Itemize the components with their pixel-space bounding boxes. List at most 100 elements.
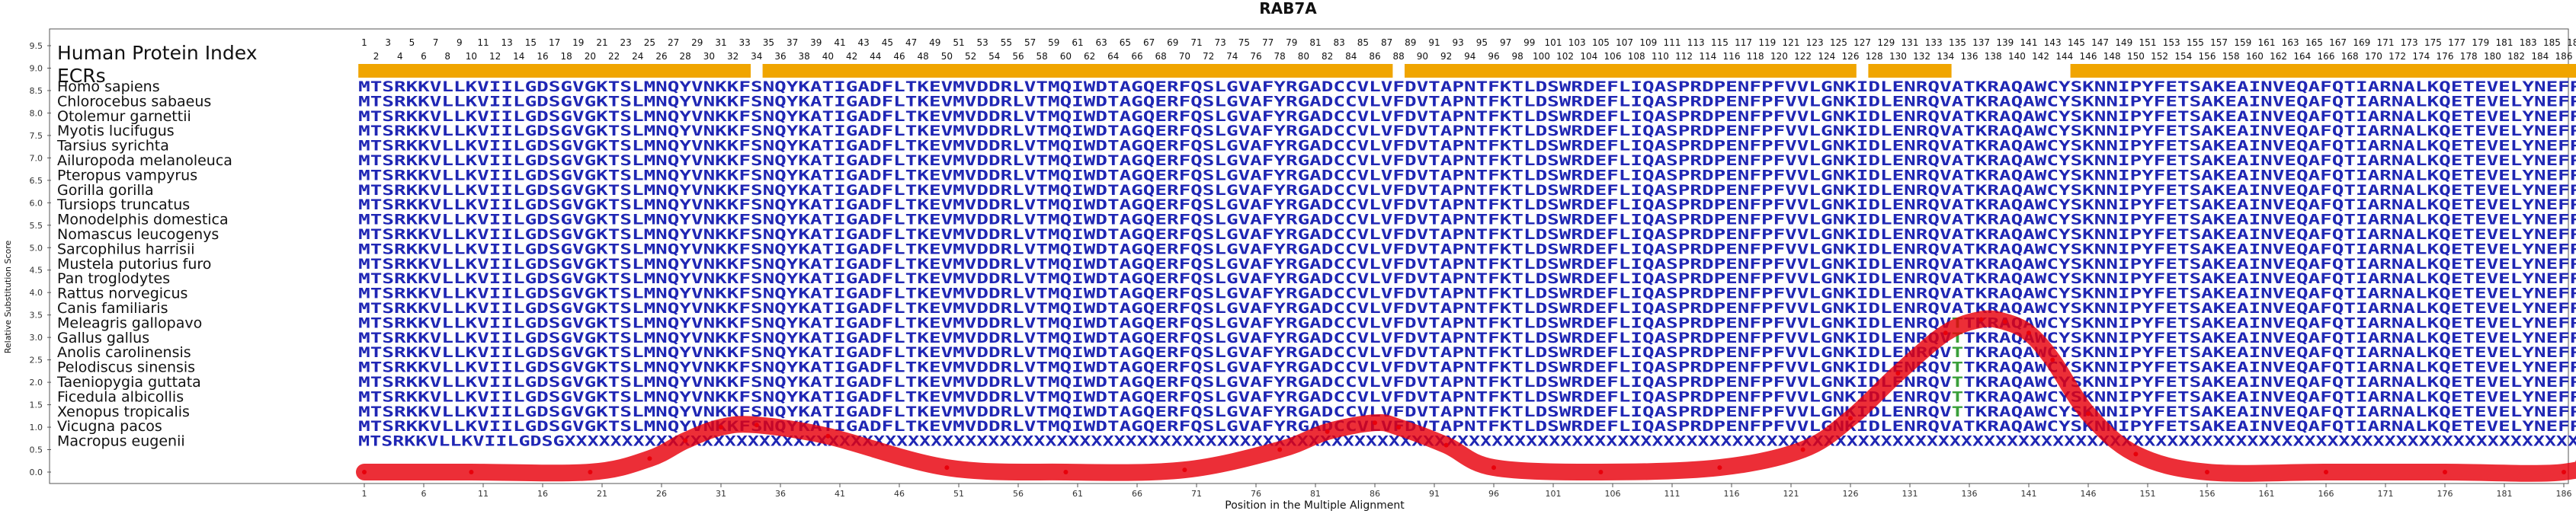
index-number-even: 38	[799, 51, 810, 62]
index-number-even: 114	[1699, 51, 1716, 62]
human-protein-index-label: Human Protein Index	[57, 42, 258, 64]
index-number-odd: 121	[1783, 37, 1800, 48]
index-number-even: 146	[2080, 51, 2097, 62]
index-number-odd: 23	[620, 37, 632, 48]
index-number-odd: 127	[1854, 37, 1871, 48]
y-axis-label: Relative Substitution Score	[3, 240, 13, 353]
index-number-odd: 129	[1877, 37, 1895, 48]
index-number-odd: 63	[1096, 37, 1107, 48]
index-number-even: 138	[1985, 51, 2002, 62]
index-number-odd: 11	[477, 37, 489, 48]
ecr-bar	[2071, 64, 2576, 78]
index-number-odd: 3	[385, 37, 391, 48]
index-number-odd: 137	[1972, 37, 1990, 48]
index-number-even: 62	[1084, 51, 1095, 62]
ecr-bar	[1868, 64, 1951, 78]
index-number-odd: 13	[501, 37, 513, 48]
index-number-odd: 27	[668, 37, 679, 48]
index-number-even: 124	[1818, 51, 1835, 62]
index-number-even: 12	[489, 51, 501, 62]
index-number-odd: 111	[1664, 37, 1681, 48]
index-number-even: 110	[1652, 51, 1669, 62]
index-number-odd: 125	[1830, 37, 1847, 48]
index-number-even: 14	[513, 51, 524, 62]
index-number-even: 82	[1322, 51, 1333, 62]
index-number-even: 74	[1226, 51, 1238, 62]
index-number-odd: 91	[1428, 37, 1440, 48]
x-tick-label: 176	[2437, 489, 2453, 499]
ecr-bar	[358, 64, 751, 78]
y-tick-label: 8.5	[30, 86, 43, 96]
x-tick-label: 76	[1251, 489, 1261, 499]
index-number-even: 166	[2318, 51, 2335, 62]
index-number-even: 46	[893, 51, 905, 62]
x-tick-label: 106	[1605, 489, 1621, 499]
score-point	[1325, 429, 1330, 434]
chart-title: RAB7A	[1259, 0, 1317, 18]
index-number-even: 136	[1961, 51, 1978, 62]
index-number-even: 118	[1747, 51, 1764, 62]
y-tick-label: 6.5	[30, 176, 43, 186]
x-tick-label: 146	[2081, 489, 2097, 499]
index-number-odd: 181	[2496, 37, 2514, 48]
index-number-even: 6	[421, 51, 427, 62]
index-number-odd: 7	[433, 37, 439, 48]
index-number-even: 34	[751, 51, 762, 62]
x-tick-label: 116	[1724, 489, 1740, 499]
x-tick-label: 171	[2378, 489, 2394, 499]
index-number-odd: 47	[905, 37, 917, 48]
index-number-even: 184	[2531, 51, 2549, 62]
index-number-odd: 95	[1476, 37, 1488, 48]
x-tick-label: 1	[362, 489, 367, 499]
score-point	[825, 434, 830, 439]
y-tick-label: 7.5	[30, 131, 43, 141]
index-number-even: 150	[2127, 51, 2145, 62]
x-tick-label: 16	[537, 489, 548, 499]
index-number-odd: 1	[361, 37, 367, 48]
index-number-even: 68	[1155, 51, 1167, 62]
index-number-even: 102	[1556, 51, 1574, 62]
x-tick-label: 66	[1132, 489, 1142, 499]
index-number-even: 76	[1250, 51, 1261, 62]
index-number-odd: 87	[1381, 37, 1392, 48]
score-point	[362, 470, 367, 474]
index-number-odd: 67	[1143, 37, 1155, 48]
score-point	[1943, 330, 1948, 335]
index-number-odd: 115	[1711, 37, 1729, 48]
index-number-odd: 83	[1334, 37, 1345, 48]
index-number-odd: 59	[1048, 37, 1059, 48]
index-number-odd: 151	[2139, 37, 2157, 48]
index-number-even: 48	[918, 51, 929, 62]
x-tick-label: 56	[1013, 489, 1024, 499]
index-number-odd: 17	[549, 37, 560, 48]
x-tick-label: 51	[953, 489, 964, 499]
y-tick-label: 0.0	[30, 468, 43, 477]
score-point	[2086, 411, 2091, 416]
x-tick-label: 96	[1488, 489, 1499, 499]
index-number-odd: 29	[691, 37, 703, 48]
score-point	[2050, 358, 2055, 362]
y-tick-label: 3.5	[30, 311, 43, 321]
index-number-odd: 101	[1545, 37, 1562, 48]
y-tick-label: 9.0	[30, 63, 43, 73]
index-number-even: 64	[1107, 51, 1119, 62]
index-number-odd: 75	[1238, 37, 1250, 48]
score-point	[2133, 452, 2138, 456]
index-number-even: 152	[2151, 51, 2168, 62]
index-number-odd: 131	[1902, 37, 1919, 48]
score-point	[1063, 470, 1068, 474]
index-number-odd: 141	[2020, 37, 2038, 48]
y-tick-label: 3.0	[30, 333, 43, 343]
index-number-odd: 119	[1758, 37, 1776, 48]
score-point	[755, 423, 759, 427]
index-number-odd: 155	[2187, 37, 2204, 48]
index-number-even: 22	[608, 51, 620, 62]
index-number-odd: 159	[2234, 37, 2251, 48]
index-number-odd: 31	[715, 37, 726, 48]
index-number-even: 20	[585, 51, 596, 62]
species-name: Macropus eugenii	[57, 433, 185, 450]
index-number-odd: 77	[1262, 37, 1274, 48]
index-number-odd: 149	[2115, 37, 2132, 48]
x-tick-label: 136	[1962, 489, 1978, 499]
